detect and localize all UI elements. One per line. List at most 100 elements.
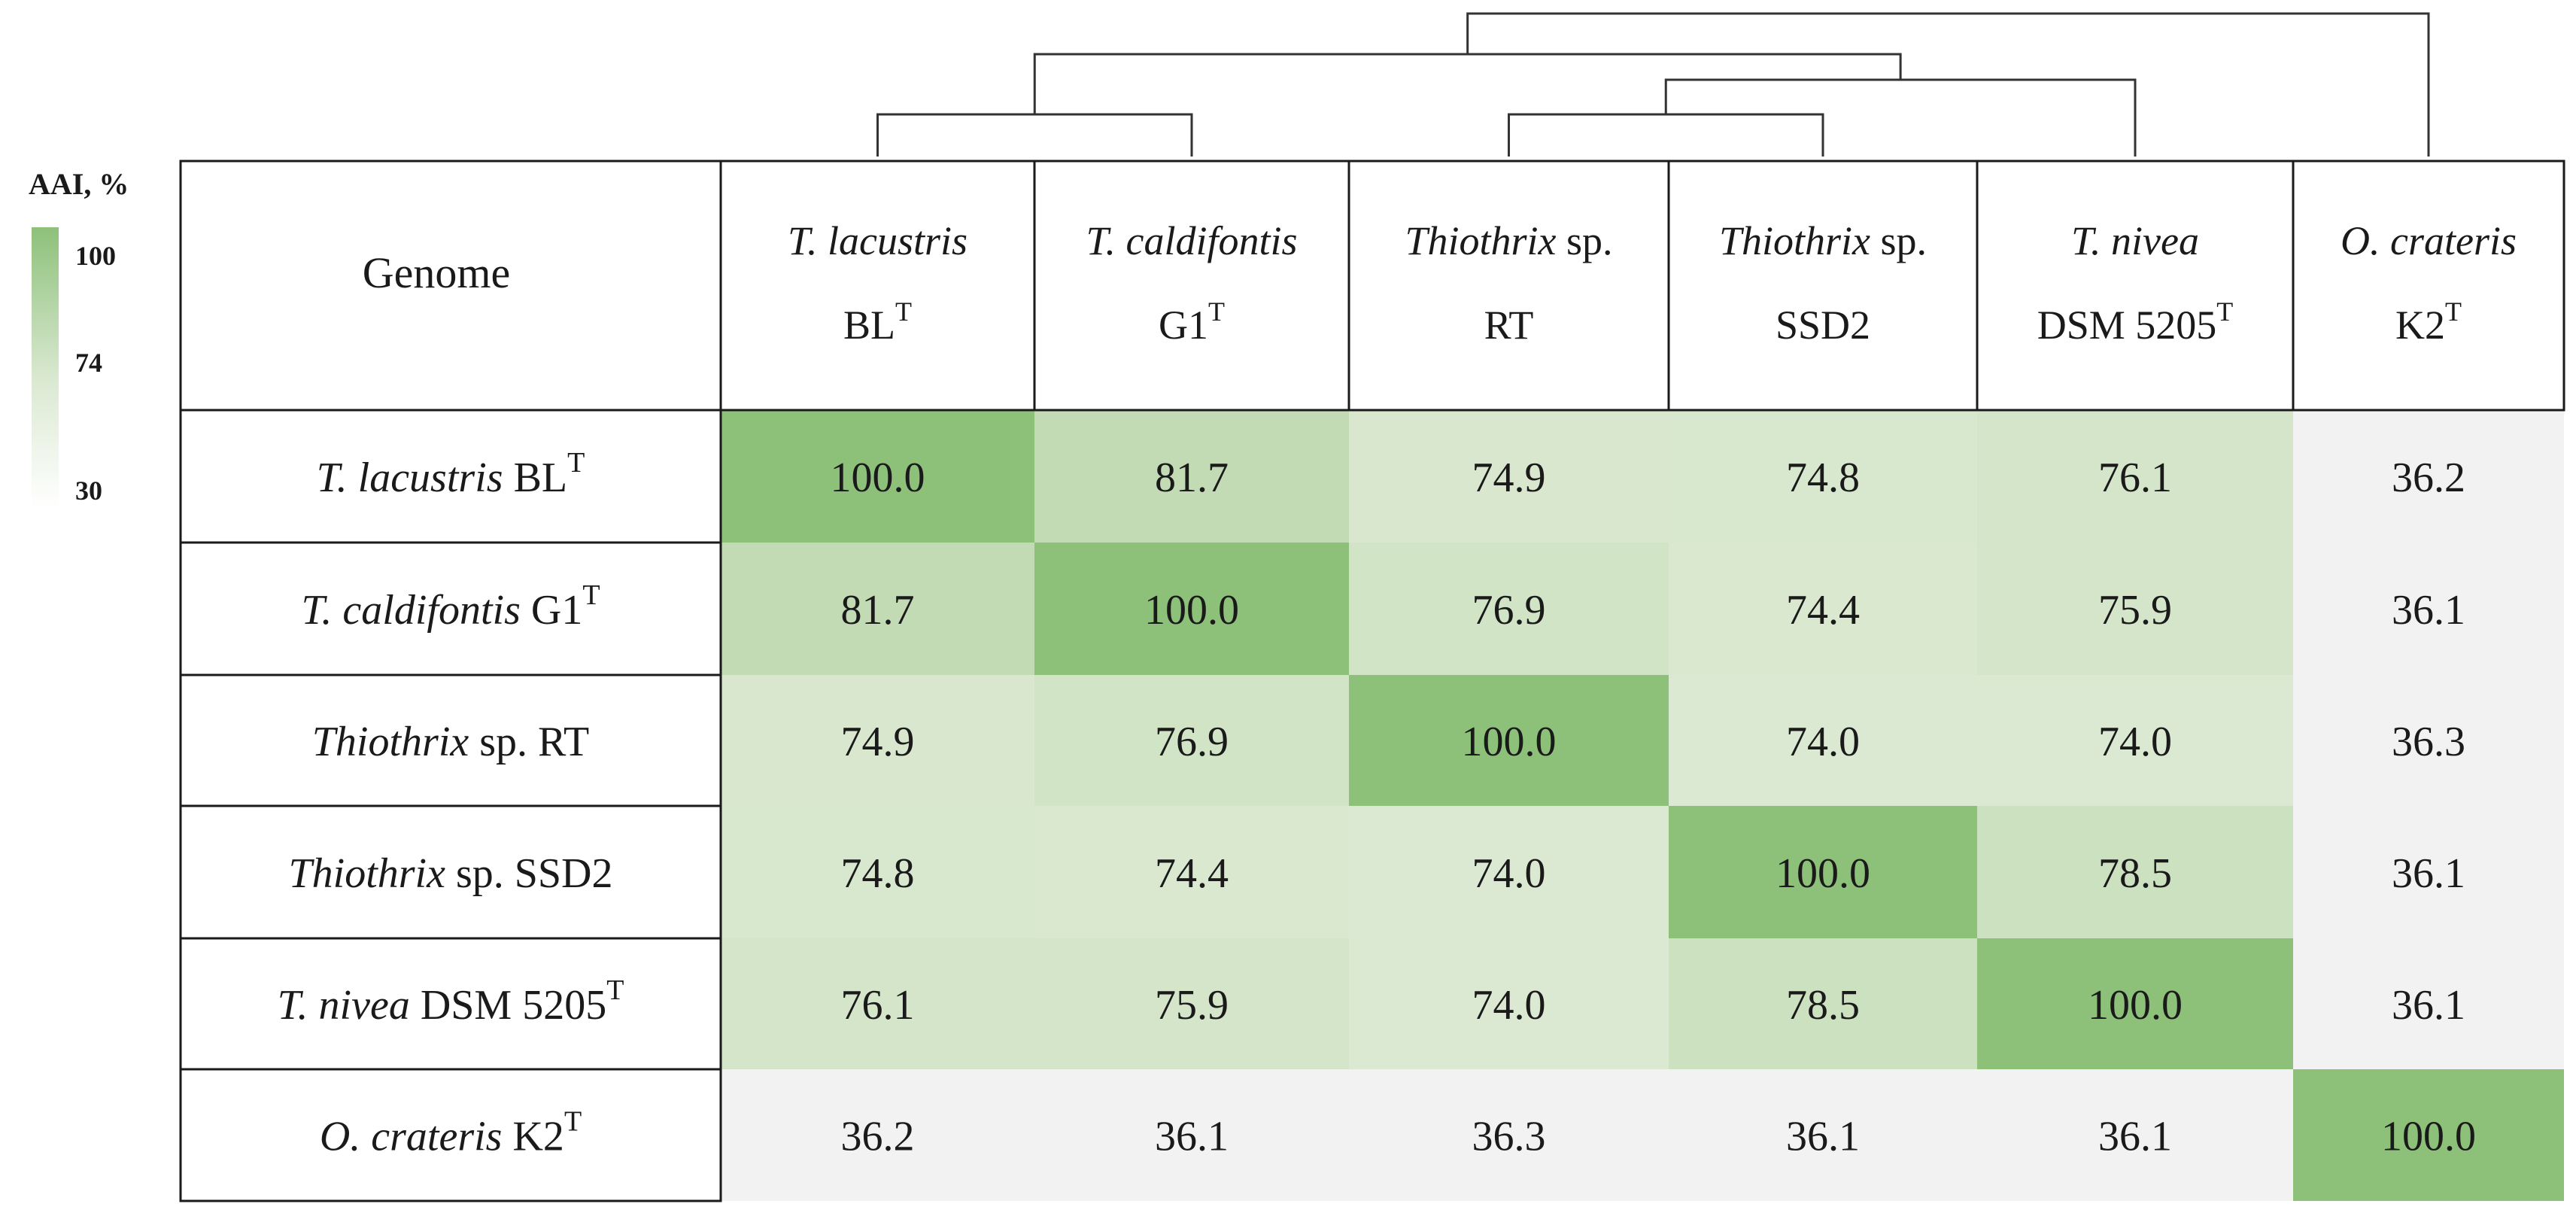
legend-tick-high: 100 — [75, 241, 116, 271]
cell-value-r4-c2: 74.0 — [1472, 982, 1546, 1029]
row-header-1: T. caldifontis G1T — [301, 579, 600, 634]
heatmap-cell-r3-c1 — [1034, 806, 1349, 938]
cell-value-r5-c5: 100.0 — [2381, 1114, 2476, 1160]
cell-value-r3-c1: 74.4 — [1155, 850, 1229, 897]
heatmap-cells — [721, 410, 2564, 1201]
cell-value-r4-c1: 75.9 — [1155, 982, 1229, 1029]
cell-value-r3-c0: 74.8 — [841, 850, 915, 897]
cell-value-labels: 100.0 81.7 74.9 74.8 76.1 36.2 81.7 100.0 76.9 74… — [831, 454, 2477, 1160]
heatmap-cell-r3-c4 — [1977, 806, 2293, 938]
cell-value-r2-c4: 74.0 — [2098, 719, 2172, 765]
column-header-1: T. caldifontis — [1086, 218, 1297, 263]
heatmap-cell-r2-c0 — [721, 675, 1034, 806]
heatmap-cell-r4-c5 — [2293, 938, 2564, 1069]
cell-value-r0-c5: 36.2 — [2392, 454, 2465, 501]
column-header-box-4 — [1976, 160, 2295, 412]
legend-color-bar — [32, 227, 59, 507]
cell-value-r3-c2: 74.0 — [1472, 850, 1546, 897]
heatmap-cell-r5-c0 — [721, 1069, 1034, 1201]
column-header-line2-2: RT — [1484, 302, 1534, 348]
cell-value-r0-c2: 74.9 — [1472, 454, 1546, 501]
heatmap-cell-r2-c2 — [1349, 675, 1669, 806]
column-header-3: Thiothrix sp. — [1719, 218, 1927, 263]
heatmap-cell-r1-c2 — [1349, 543, 1669, 675]
heatmap-cell-r0-c5 — [2293, 410, 2564, 543]
row-headers: T. lacustris BLT T. caldifontis G1T Thioth… — [278, 447, 624, 1160]
column-header-box-1 — [1033, 160, 1350, 412]
cell-value-r0-c0: 100.0 — [831, 454, 925, 501]
legend-tick-low: 30 — [75, 476, 102, 506]
dendrogram-link-1 — [1508, 113, 1824, 157]
heatmap-cell-r3-c2 — [1349, 806, 1669, 938]
heatmap-cell-r0-c0 — [721, 410, 1034, 543]
heatmap-cell-r3-c0 — [721, 806, 1034, 938]
cell-value-r0-c3: 74.8 — [1786, 454, 1860, 501]
heatmap-cell-r5-c5 — [2293, 1069, 2564, 1201]
dendrogram-link-2 — [1664, 78, 2137, 157]
heatmap-cell-r1-c3 — [1669, 543, 1977, 675]
heatmap-cell-r4-c4 — [1977, 938, 2293, 1069]
column-header-box-2 — [1347, 160, 1670, 412]
column-headers: T. lacustris BLT T. caldifontis G1T Thiothri… — [788, 218, 2517, 348]
dendrogram-link-0 — [876, 113, 1193, 157]
color-legend: AAI, % 100 74 30 — [29, 167, 129, 507]
cell-value-r2-c2: 100.0 — [1462, 719, 1557, 765]
cell-value-r1-c0: 81.7 — [841, 587, 915, 634]
heatmap-cell-r2-c5 — [2293, 675, 2564, 806]
heatmap-cell-r5-c2 — [1349, 1069, 1669, 1201]
cell-value-r2-c1: 76.9 — [1155, 719, 1229, 765]
cell-value-r1-c1: 100.0 — [1144, 587, 1239, 634]
heatmap-cell-r0-c1 — [1034, 410, 1349, 543]
heatmap-cell-r1-c5 — [2293, 543, 2564, 675]
cell-value-r0-c1: 81.7 — [1155, 454, 1229, 501]
heatmap-cell-r1-c4 — [1977, 543, 2293, 675]
heatmap-cell-r1-c1 — [1034, 543, 1349, 675]
heatmap-cell-r3-c5 — [2293, 806, 2564, 938]
column-header-4: T. nivea — [2071, 218, 2199, 263]
cell-value-r2-c5: 36.3 — [2392, 719, 2465, 765]
heatmap-cell-r5-c3 — [1669, 1069, 1977, 1201]
heatmap-cell-r2-c3 — [1669, 675, 1977, 806]
heatmap-cell-r1-c0 — [721, 543, 1034, 675]
heatmap-cell-r4-c0 — [721, 938, 1034, 1069]
cell-value-r5-c3: 36.1 — [1786, 1114, 1860, 1160]
column-header-line2-3: SSD2 — [1776, 302, 1870, 348]
column-header-line2-4: DSM 5205T — [2037, 296, 2234, 348]
cell-value-r3-c5: 36.1 — [2392, 850, 2465, 897]
column-header-box-0 — [719, 160, 1036, 412]
row-header-0: T. lacustris BLT — [317, 447, 585, 501]
cell-value-r3-c3: 100.0 — [1776, 850, 1870, 897]
cell-value-r5-c4: 36.1 — [2098, 1114, 2172, 1160]
label-boxes — [179, 160, 2565, 1202]
heatmap-cell-r3-c3 — [1669, 806, 1977, 938]
cell-value-r0-c4: 76.1 — [2098, 454, 2172, 501]
cell-value-r5-c1: 36.1 — [1155, 1114, 1229, 1160]
cell-value-r5-c2: 36.3 — [1472, 1114, 1546, 1160]
row-header-3: Thiothrix sp. SSD2 — [289, 850, 613, 897]
cell-value-r3-c4: 78.5 — [2098, 850, 2172, 897]
cell-value-r1-c5: 36.1 — [2392, 587, 2465, 634]
dendrogram-link-3 — [1033, 53, 1902, 114]
heatmap-cell-r0-c3 — [1669, 410, 1977, 543]
column-header-line2-5: K2T — [2395, 296, 2462, 348]
cell-value-r2-c3: 74.0 — [1786, 719, 1860, 765]
cell-value-r2-c0: 74.9 — [841, 719, 915, 765]
heatmap-cell-r4-c1 — [1034, 938, 1349, 1069]
heatmap-cell-r5-c4 — [1977, 1069, 2293, 1201]
column-header-line2-1: G1T — [1159, 296, 1225, 348]
column-header-0: T. lacustris — [788, 218, 968, 263]
cell-value-r4-c0: 76.1 — [841, 982, 915, 1029]
dendrogram-link-4 — [1466, 12, 2430, 157]
cell-value-r1-c2: 76.9 — [1472, 587, 1546, 634]
column-header-line2-0: BLT — [843, 296, 912, 348]
row-header-4: T. nivea DSM 5205T — [278, 974, 624, 1029]
cell-value-r4-c5: 36.1 — [2392, 982, 2465, 1029]
heatmap-cell-r0-c4 — [1977, 410, 2293, 543]
heatmap-cell-r4-c2 — [1349, 938, 1669, 1069]
row-header-box-5 — [179, 1068, 722, 1202]
row-header-5: O. crateris K2T — [320, 1106, 582, 1160]
heatmap-cell-r5-c1 — [1034, 1069, 1349, 1201]
cell-value-r1-c4: 75.9 — [2098, 587, 2172, 634]
heatmap-cell-r2-c4 — [1977, 675, 2293, 806]
